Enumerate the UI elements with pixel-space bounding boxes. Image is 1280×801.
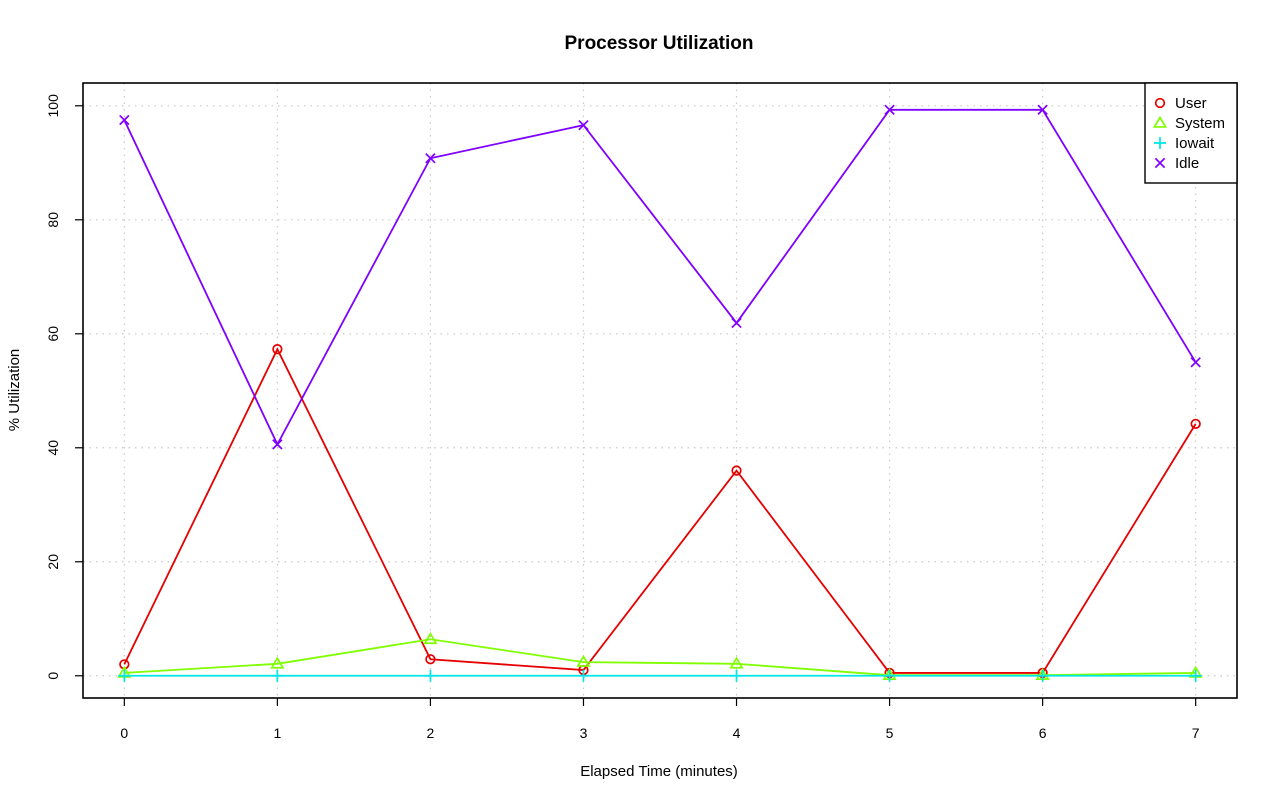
legend: User System Iowait Idle: [1144, 82, 1238, 184]
chart-title: Processor Utilization: [565, 33, 754, 54]
legend-label-system: System: [1175, 115, 1225, 132]
data-point-idle: [272, 439, 283, 450]
data-point-idle: [1037, 104, 1048, 115]
y-axis-label: % Utilization: [6, 349, 23, 432]
data-point-idle: [884, 104, 895, 115]
data-point-idle: [425, 153, 436, 164]
legend-marker-iowait: [1154, 137, 1166, 149]
plot-frame: [82, 82, 1238, 699]
data-point-iowait: [730, 669, 743, 682]
data-point-user: [425, 654, 436, 665]
data-point-system: [729, 656, 744, 669]
x-tick-label: 4: [733, 725, 741, 741]
data-point-user: [1190, 418, 1201, 429]
x-tick-label: 1: [273, 725, 281, 741]
legend-marker-user: [1154, 97, 1166, 109]
data-point-user: [272, 344, 283, 355]
legend-label-idle: Idle: [1175, 155, 1199, 172]
data-point-user: [731, 465, 742, 476]
legend-marker-idle: [1154, 157, 1166, 169]
data-point-iowait: [883, 669, 896, 682]
data-point-iowait: [271, 669, 284, 682]
series-lines: [117, 104, 1203, 682]
x-tick-label: 0: [120, 725, 128, 741]
legend-label-user: User: [1175, 95, 1207, 112]
axes: 0 1 2 3 4 5 6 7 0 20 40 60 80 100: [45, 94, 1200, 741]
data-point-iowait: [424, 669, 437, 682]
y-tick-label: 20: [45, 554, 61, 570]
series-line-user: [123, 347, 1197, 674]
legend-label-iowait: Iowait: [1175, 135, 1215, 152]
data-point-idle: [119, 114, 130, 126]
data-point-system: [576, 654, 591, 667]
data-point-iowait: [1036, 669, 1049, 682]
data-point-iowait: [1189, 669, 1202, 682]
x-tick-label: 6: [1039, 725, 1047, 741]
data-point-idle: [1190, 357, 1201, 368]
legend-box: [1144, 82, 1238, 184]
data-point-system: [423, 632, 438, 645]
grid-lines: [83, 83, 1237, 698]
x-tick-label: 2: [427, 725, 435, 741]
series-line-system: [124, 638, 1196, 677]
legend-marker-system: [1152, 115, 1168, 128]
y-tick-label: 40: [45, 440, 61, 456]
series-line-idle: [123, 108, 1197, 447]
y-tick-label: 100: [45, 94, 61, 118]
y-tick-label: 80: [45, 212, 61, 228]
data-point-iowait: [577, 669, 590, 682]
data-point-idle: [731, 317, 742, 329]
y-tick-label: 60: [45, 326, 61, 342]
x-tick-label: 5: [886, 725, 894, 741]
data-point-system: [270, 656, 285, 669]
x-axis-label: Elapsed Time (minutes): [580, 763, 738, 780]
x-tick-label: 7: [1192, 725, 1200, 741]
data-point-idle: [578, 119, 589, 131]
y-tick-label: 0: [45, 672, 61, 680]
data-point-iowait: [118, 669, 131, 682]
x-tick-label: 3: [580, 725, 588, 741]
